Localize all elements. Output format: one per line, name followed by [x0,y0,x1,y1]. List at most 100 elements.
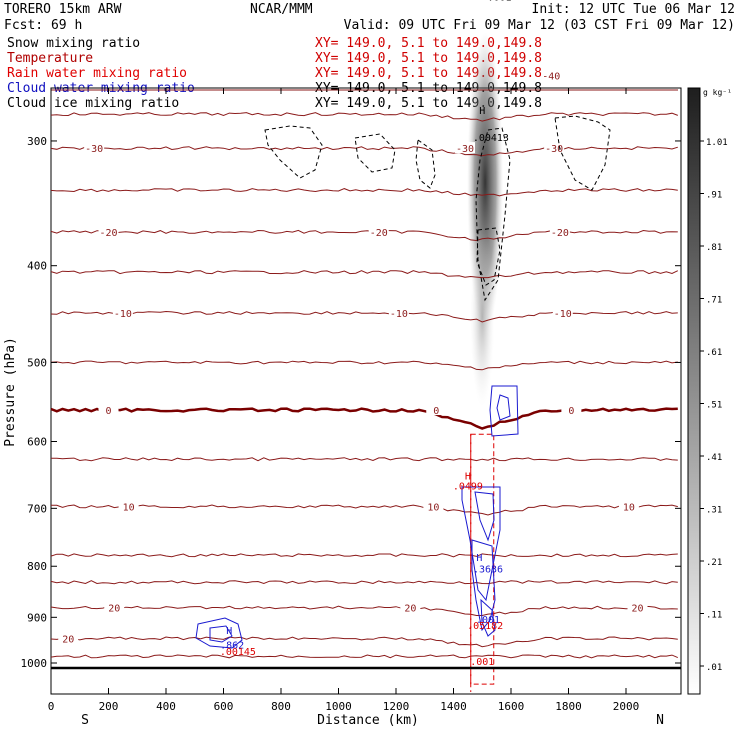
colorbar-tick-label: 1.01 [706,138,728,148]
y-tick-label: 700 [27,502,47,515]
contour-label-bg [98,225,119,237]
cloud-ice-contour [415,139,436,189]
x-tick-label: 1400 [440,700,467,713]
forecast-hour: Fcst: 69 h [4,18,82,33]
contour-label-bg [423,500,444,512]
temperature-contour [50,270,679,279]
contour-label-bg [84,142,105,154]
center-title: NCAR/MMM [250,2,313,17]
legend: Snow mixing ratio XY= 149.0, 5.1 to 149.… [7,36,542,111]
colorbar-tick-label: .81 [706,243,722,253]
colorbar-ticks: 1.01 .91 .81 .71 .61 .51 .41 .31 .21 .11 .01 [700,138,728,673]
extremum-value: .001 [476,615,500,626]
extremum-value: .001 [487,0,511,4]
temperature-contour [50,504,678,516]
legend-xy-rain: XY= 149.0, 5.1 to 149.0,149.8 [315,66,542,81]
x-tick-label: 1000 [325,700,352,713]
cloud-water-contour [496,394,511,421]
extremum-value: .00145 [220,647,256,658]
cloud-ice-contour [354,133,396,173]
x-tick-label: 400 [156,700,176,713]
cloud-water-contours [195,385,519,649]
colorbar-tick-label: .01 [706,663,722,673]
model-title: TORERO 15km ARW [4,2,122,17]
maximum-marker: H [465,472,471,483]
maximum-marker: H [479,106,485,117]
valid-time: Valid: 09 UTC Fri 09 Mar 12 (03 CST Fri … [344,18,735,33]
contour-label-bg [618,500,639,512]
temperature-contour-label: -20 [99,228,117,239]
y-tick-label: 300 [27,135,47,148]
temperature-contour-label: 0 [568,406,574,417]
contour-label-bg [98,404,119,416]
contour-label-bg [368,225,389,237]
temperature-contour-label: -30 [545,144,563,155]
contour-label-bg [118,500,139,512]
cloud-ice-contour [476,227,501,286]
south-label: S [81,713,89,728]
contour-label-bg [455,142,475,154]
cloud-water-contour [474,491,495,542]
temperature-contour-label: -10 [390,309,408,320]
temperature-contour-label: 10 [123,502,135,513]
temperature-contour-label: 20 [108,604,120,615]
temperature-contour [50,310,678,323]
legend-name-temperature: Temperature [7,51,93,66]
x-tick-label: 200 [99,700,119,713]
contour-label-bg [112,306,133,318]
x-axis: 0 200 400 600 800 1000 1200 1400 1600 1800 2000 [48,88,640,713]
temperature-contour [50,580,678,585]
x-tick-label: 1600 [498,700,525,713]
temperature-contour-label: 10 [623,502,635,513]
cloud-water-contour [461,486,501,602]
north-label: N [656,713,664,728]
temperature-contour [51,457,678,462]
temperature-contour [50,605,678,616]
legend-name-snow: Snow mixing ratio [7,36,140,51]
colorbar-tick-label: .61 [706,348,722,358]
extremum-value: .05182 [467,621,503,632]
maximum-marker: H [476,553,482,564]
temperature-contours: -70-40-30-30-30-20-20-20-10-10-100001010… [50,69,679,659]
cloud-ice-contour [554,115,611,191]
legend-xy-snow: XY= 149.0, 5.1 to 149.0,149.8 [315,36,542,51]
x-tick-label: 1200 [383,700,410,713]
x-tick-label: 800 [271,700,291,713]
contour-label-bg [400,601,421,613]
y-tick-label: 900 [27,611,47,624]
x-tick-label: 0 [48,700,55,713]
cloud-ice-contours [264,115,611,302]
temperature-contour [50,229,678,242]
colorbar-tick-label: .31 [706,506,722,516]
temperature-contour-label: 20 [62,634,74,645]
cloud-water-contour [209,625,233,643]
y-tick-label: 800 [27,560,47,573]
temperature-contour [50,553,678,558]
y-axis-label: Pressure (hPa) [3,337,18,447]
contour-label-bg [561,404,582,416]
contour-label-bg [104,601,125,613]
x-tick-label: 2000 [613,700,640,713]
extremum-value: .00413 [473,133,509,144]
y-tick-label: 500 [27,356,47,369]
extremum-value: .3636 [473,565,503,576]
temperature-contour [50,636,678,648]
maximum-marker: H [226,626,232,637]
temperature-contour-label: 20 [404,604,416,615]
temperature-contour-label: 10 [427,502,439,513]
plot-area: -70-40-30-30-30-20-20-20-10-10-100001010… [21,0,682,713]
snow-shading [467,32,504,407]
colorbar-tick-label: .71 [706,296,722,306]
legend-xy-cloud-ice: XY= 149.0, 5.1 to 149.0,149.8 [315,96,542,111]
temperature-contour-label: -10 [114,309,132,320]
contour-annotations: H.00084.00015H.00421H.00262H.01499.001H.… [220,0,512,668]
temperature-contour [50,146,678,157]
plot-frame [50,87,682,695]
temperature-contour-label: -10 [554,309,572,320]
cloud-water-contour [489,385,519,437]
legend-name-cloud-ice: Cloud ice mixing ratio [7,96,179,111]
temperature-contour-label: 0 [433,406,439,417]
contour-label-bg [58,632,79,644]
extremum-value: .862 [220,640,244,651]
freezing-level-contour [50,407,678,430]
